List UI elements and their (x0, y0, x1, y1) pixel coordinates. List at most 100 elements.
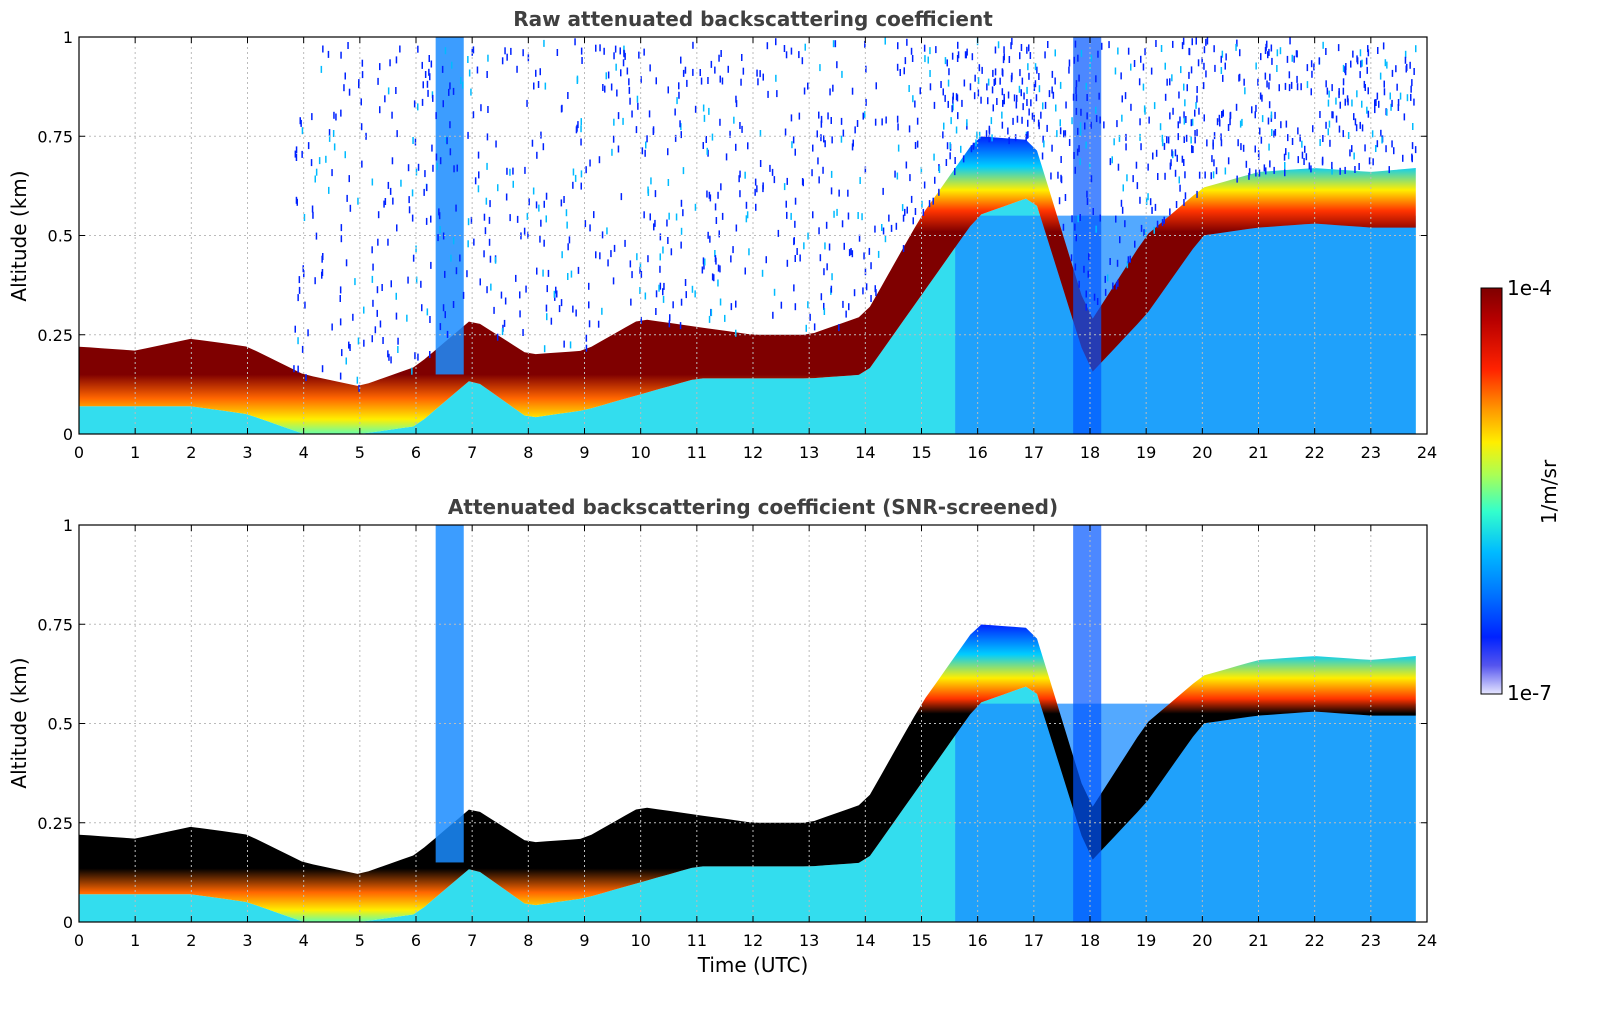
noise-speck (430, 261, 432, 269)
noise-speck (1163, 216, 1165, 224)
noise-speck (1170, 159, 1172, 167)
noise-speck (1390, 103, 1392, 111)
noise-speck (1259, 92, 1262, 100)
noise-speck (1342, 64, 1345, 72)
noise-speck (1154, 203, 1157, 211)
noise-speck (1239, 49, 1241, 57)
noise-speck (1184, 171, 1186, 179)
noise-speck (543, 200, 545, 208)
noise-speck (1261, 94, 1263, 102)
noise-speck (580, 125, 582, 133)
noise-speck (1349, 149, 1351, 157)
noise-speck (1121, 206, 1124, 214)
noise-speck (311, 113, 313, 121)
noise-speck (676, 97, 678, 105)
noise-speck (928, 200, 931, 208)
noise-speck (1404, 50, 1407, 58)
noise-speck (744, 171, 746, 179)
noise-speck (1095, 115, 1098, 123)
noise-speck (1151, 206, 1153, 214)
noise-speck (820, 115, 823, 123)
noise-speck (842, 300, 844, 308)
noise-speck (1134, 240, 1136, 248)
noise-speck (540, 219, 542, 227)
noise-speck (735, 95, 737, 103)
noise-speck (322, 45, 324, 53)
noise-speck (987, 78, 990, 86)
noise-speck (516, 65, 518, 73)
noise-speck (971, 53, 974, 61)
noise-speck (1310, 165, 1312, 173)
noise-speck (927, 56, 929, 64)
noise-speck (1059, 81, 1062, 89)
x-tick-label: 10 (630, 931, 650, 950)
noise-speck (721, 77, 724, 85)
noise-speck (602, 84, 604, 91)
noise-speck (567, 273, 569, 280)
noise-speck (310, 159, 313, 167)
noise-speck (957, 112, 959, 120)
noise-speck (536, 267, 538, 275)
noise-speck (896, 115, 899, 123)
noise-speck (1077, 215, 1079, 223)
noise-speck (1225, 53, 1227, 61)
noise-speck (762, 73, 764, 81)
noise-speck (519, 310, 521, 318)
noise-speck (575, 309, 577, 317)
noise-speck (1044, 51, 1046, 59)
noise-speck (384, 198, 387, 205)
noise-speck (1086, 94, 1088, 101)
noise-speck (331, 169, 333, 177)
noise-speck (1328, 120, 1331, 128)
noise-speck (957, 41, 959, 49)
noise-speck (955, 126, 958, 134)
noise-speck (865, 98, 867, 106)
noise-speck (708, 107, 710, 115)
noise-speck (905, 161, 908, 169)
noise-speck (1224, 62, 1226, 70)
noise-speck (1086, 198, 1089, 205)
noise-speck (412, 254, 415, 262)
noise-speck (1402, 154, 1404, 162)
noise-speck (307, 142, 310, 150)
noise-speck (522, 329, 524, 336)
noise-speck (1220, 133, 1222, 141)
noise-speck (769, 164, 771, 172)
noise-speck (1327, 99, 1330, 107)
noise-speck (818, 111, 820, 119)
noise-speck (339, 318, 342, 326)
noise-speck (495, 140, 497, 148)
noise-speck (932, 197, 934, 205)
plume-column-1 (435, 525, 464, 863)
noise-speck (390, 356, 392, 364)
noise-speck (1026, 86, 1028, 94)
noise-speck (720, 50, 722, 57)
noise-speck (297, 337, 299, 345)
noise-speck (397, 337, 399, 345)
noise-speck (874, 118, 877, 126)
noise-speck (1326, 87, 1329, 95)
noise-speck (794, 197, 797, 205)
noise-speck (444, 47, 447, 55)
noise-speck (952, 92, 954, 100)
noise-speck (991, 134, 993, 142)
noise-speck (818, 227, 820, 235)
noise-speck (1290, 81, 1293, 89)
noise-speck (428, 55, 430, 62)
noise-speck (1152, 152, 1154, 160)
noise-speck (1227, 124, 1230, 131)
noise-speck (298, 286, 301, 294)
noise-speck (1114, 67, 1117, 75)
noise-speck (954, 157, 956, 164)
noise-speck (644, 292, 647, 300)
noise-speck (480, 104, 482, 112)
noise-speck (794, 255, 796, 262)
noise-speck (1065, 101, 1067, 109)
x-tick-label: 11 (687, 931, 707, 950)
noise-speck (1175, 201, 1178, 208)
noise-speck (617, 112, 620, 120)
noise-speck (1003, 97, 1005, 105)
noise-speck (692, 41, 694, 49)
noise-speck (868, 247, 871, 255)
noise-speck (456, 164, 458, 172)
